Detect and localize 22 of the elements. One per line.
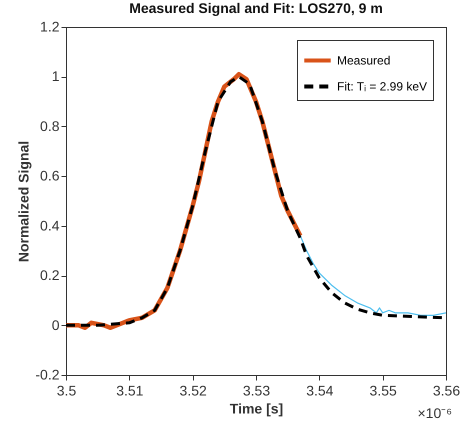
y-tick-label: -0.2 bbox=[35, 366, 60, 382]
x-tick-label: 3.53 bbox=[242, 382, 270, 398]
y-tick-label: 1 bbox=[52, 68, 60, 84]
chart-title: Measured Signal and Fit: LOS270, 9 m bbox=[129, 0, 383, 16]
legend-label: Measured bbox=[337, 54, 390, 68]
x-tick-label: 3.52 bbox=[180, 382, 208, 398]
y-tick-label: 0.8 bbox=[40, 118, 60, 134]
legend-label: Fit: Tᵢ = 2.99 keV bbox=[337, 80, 428, 94]
y-tick-label: 0 bbox=[52, 316, 60, 333]
x-axis-title: Time [s] bbox=[230, 400, 284, 416]
x-tick-label: 3.55 bbox=[370, 382, 398, 398]
x-tick-label: 3.56 bbox=[432, 382, 460, 398]
x-tick-label: 3.54 bbox=[306, 382, 334, 398]
y-axis-title: Normalized Signal bbox=[15, 140, 32, 262]
x-tick-label: 3.5 bbox=[56, 382, 76, 398]
y-tick-label: 0.4 bbox=[40, 217, 60, 234]
y-tick-label: 0.6 bbox=[40, 168, 60, 184]
line-series bbox=[300, 235, 446, 316]
text: ×10⁻⁶ bbox=[417, 405, 452, 421]
x-tick-label: 3.51 bbox=[116, 382, 144, 398]
y-tick-label: 1.2 bbox=[40, 18, 60, 34]
y-tick-label: 0.2 bbox=[40, 267, 60, 284]
